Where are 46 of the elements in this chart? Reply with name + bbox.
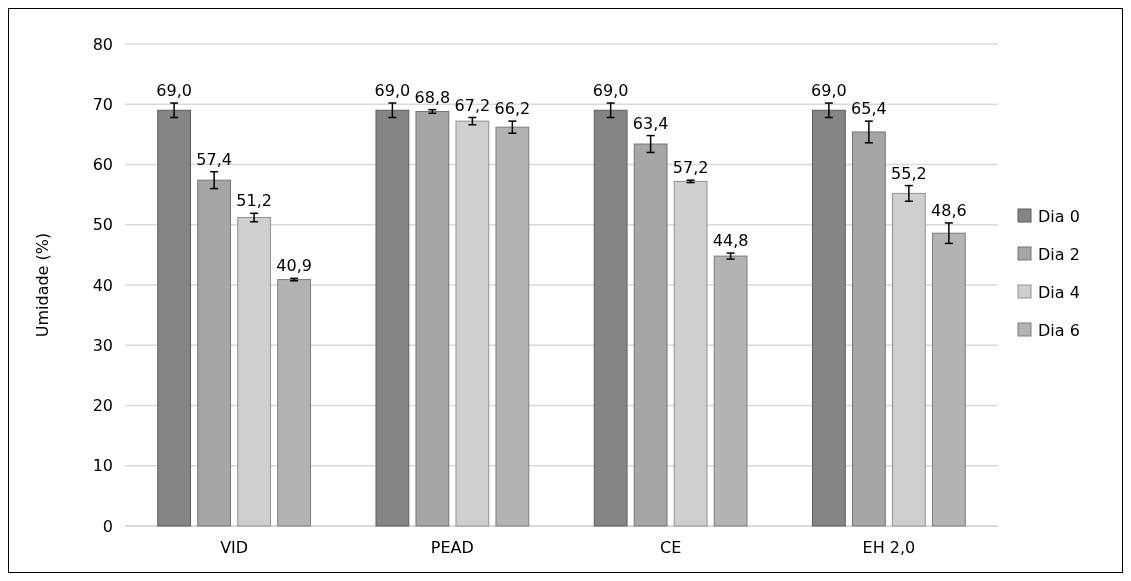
legend-label: Dia 2 (1038, 244, 1080, 264)
bar (811, 109, 846, 527)
y-tick-label: 70 (92, 94, 113, 114)
y-tick-label: 80 (92, 34, 113, 54)
data-label: 48,6 (931, 200, 967, 220)
data-label: 69,0 (592, 81, 629, 101)
data-label: 66,2 (494, 99, 531, 119)
data-label: 69,0 (374, 81, 411, 101)
bar (197, 179, 232, 527)
bar (375, 109, 410, 527)
bar (713, 255, 748, 527)
data-label: 63,4 (632, 113, 669, 133)
data-label: 68,8 (414, 87, 451, 107)
legend-label: Dia 4 (1038, 282, 1080, 302)
data-label: 67,2 (454, 95, 491, 115)
y-axis-title: Umidade (%) (33, 232, 52, 338)
x-tick-label: CE (659, 538, 682, 557)
data-label: 57,2 (672, 158, 709, 178)
bar (593, 109, 628, 527)
y-tick-label: 40 (92, 275, 113, 295)
bar (495, 126, 530, 527)
data-label: 65,4 (851, 99, 887, 119)
bar (633, 143, 668, 527)
x-tick-label: EH 2,0 (862, 538, 916, 557)
y-tick-label: 0 (102, 516, 113, 536)
data-label: 69,0 (811, 81, 847, 101)
y-tick-label: 50 (92, 215, 113, 235)
y-tick-label: 60 (92, 155, 113, 175)
y-tick-label: 30 (92, 335, 113, 355)
data-label: 51,2 (236, 191, 272, 211)
legend-label: Dia 6 (1038, 320, 1080, 340)
bar (157, 109, 192, 527)
bar (277, 279, 312, 527)
data-label: 57,4 (196, 149, 232, 169)
x-tick-label: PEAD (430, 538, 474, 557)
bar (851, 131, 886, 527)
x-tick-label: VID (220, 538, 249, 557)
bar (415, 110, 450, 527)
y-tick-label: 20 (92, 396, 113, 416)
y-tick-label: 10 (92, 456, 113, 476)
legend-label: Dia 0 (1038, 206, 1080, 226)
data-label: 69,0 (156, 81, 192, 101)
data-label: 40,9 (276, 256, 312, 276)
bar (931, 232, 966, 527)
data-label: 55,2 (891, 163, 927, 183)
data-label: 44,8 (712, 231, 749, 251)
